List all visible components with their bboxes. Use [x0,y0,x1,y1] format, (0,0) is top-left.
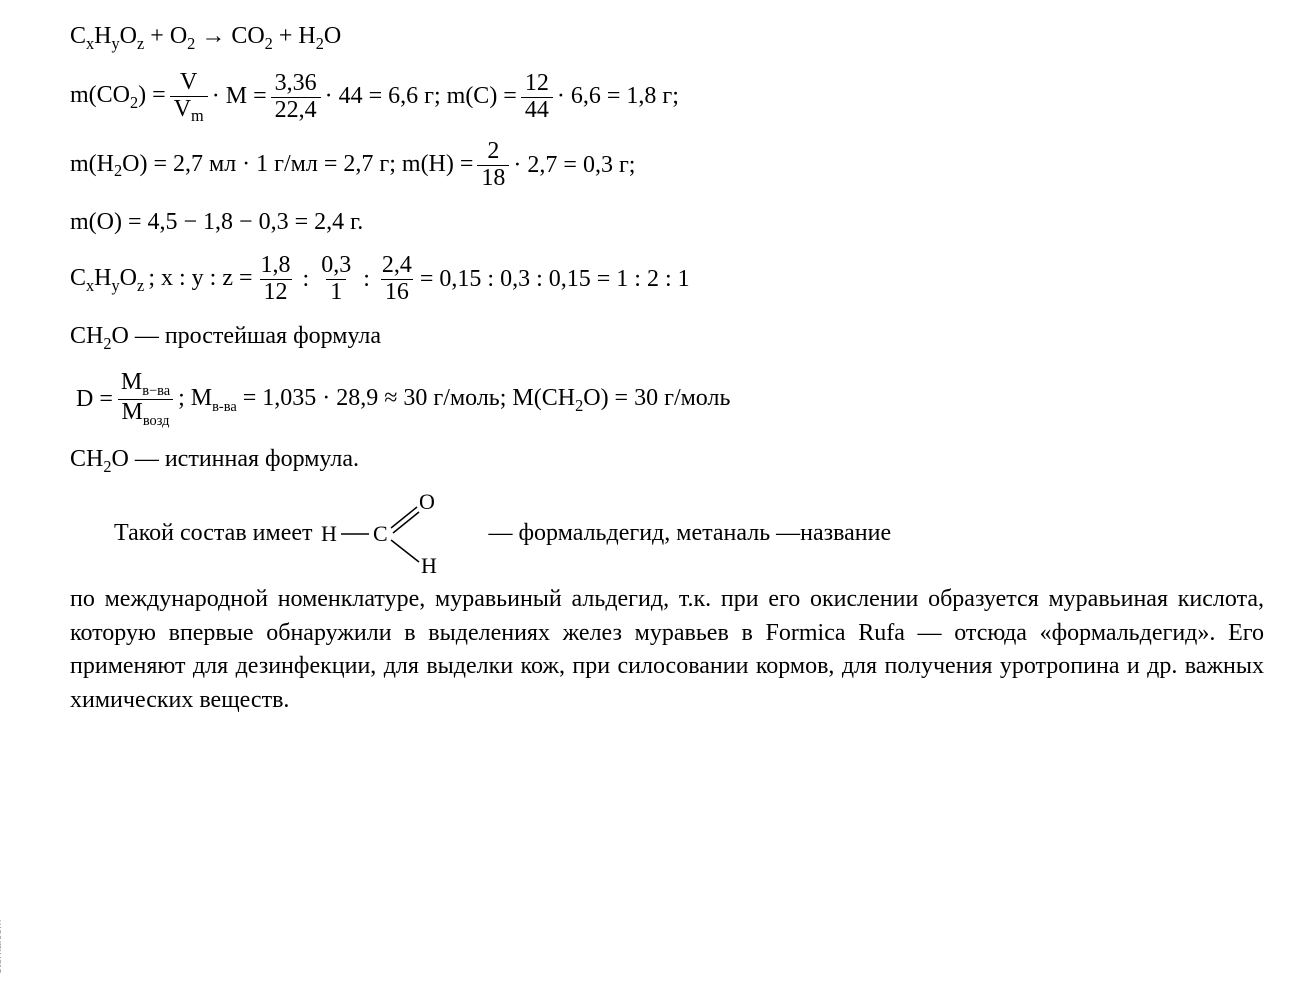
equation-6: CH2O — простейшая формула [70,320,1264,356]
svg-text:H: H [421,553,437,575]
fraction: 12 44 [521,71,553,124]
equation-4: m(O) = 4,5 − 1,8 − 0,3 = 2,4 г. [70,206,1264,240]
paragraph-text: по международной номенклатуре, муравьины… [70,586,1264,713]
structure-line: Такой состав имеет H C O H — формальдегид, … [70,493,1264,575]
equation-5: CxHyOz ; x : y : z = 1,8 12 : 0,3 1 : 2,… [70,253,1264,306]
fraction: 0,3 1 [317,253,355,306]
svg-text:C: C [373,521,388,546]
eq4-text: m(O) = 4,5 − 1,8 − 0,3 = 2,4 г. [70,206,363,240]
paragraph-body: по международной номенклатуре, муравьины… [70,583,1264,717]
fraction: 1,8 12 [257,253,295,306]
equation-1: CxHyOz + O2 → CO2 + H2O [70,20,1264,56]
molecule-diagram-icon: H C O H [319,493,439,575]
eq1-text: CxHyOz + O2 → CO2 + H2O [70,20,341,56]
document-content: CxHyOz + O2 → CO2 + H2O m(CO2) = V Vm · … [0,0,1294,737]
structure-after: — формальдегид, метаналь —название [445,517,892,551]
fraction: 2 18 [477,139,509,192]
equation-7: D = Mв−ва Mвозд ; Mв-ва = 1,035 · 28,9 ≈… [70,370,1264,430]
fraction: 2,4 16 [378,253,416,306]
svg-text:H: H [321,521,337,546]
svg-text:O: O [419,493,435,514]
structure-intro: Такой состав имеет [70,517,313,551]
equation-2: m(CO2) = V Vm · M = 3,36 22,4 · 44 = 6,6… [70,70,1264,125]
fraction: Mв−ва Mвозд [117,370,174,430]
formaldehyde-structure: H C O H [319,493,439,575]
watermark: 5terka.com [0,920,4,974]
equation-3: m(H2O) = 2,7 мл · 1 г/мл = 2,7 г; m(H) =… [70,139,1264,192]
equation-8: CH2O — истинная формула. [70,443,1264,479]
fraction: 3,36 22,4 [271,71,321,124]
fraction: V Vm [170,70,208,125]
